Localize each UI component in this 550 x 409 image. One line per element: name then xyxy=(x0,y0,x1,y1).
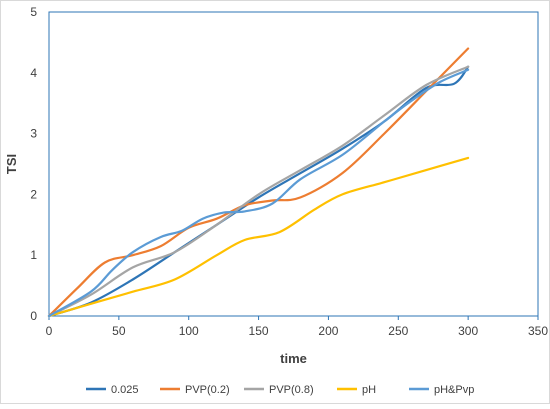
x-axis-title: time xyxy=(280,351,307,366)
axes: 0 50 100 150 200 250 300 350 0 1 2 3 4 5 xyxy=(30,5,548,338)
y-tick-label: 4 xyxy=(30,66,37,80)
series-line xyxy=(47,68,470,318)
series-line xyxy=(47,156,470,318)
x-tick-label: 0 xyxy=(46,324,53,338)
y-axis-title: TSI xyxy=(4,154,19,174)
x-tick-label: 50 xyxy=(112,324,126,338)
y-tick-label: 3 xyxy=(30,127,37,141)
x-tick-label: 350 xyxy=(528,324,548,338)
y-tick-label: 5 xyxy=(30,5,37,19)
series-line xyxy=(47,65,470,318)
y-tick-label: 0 xyxy=(30,309,37,323)
series-layer xyxy=(47,47,470,318)
legend: 0.025 PVP(0.2) PVP(0.8) pH pH&Pvp xyxy=(86,384,474,396)
x-tick-label: 250 xyxy=(388,324,408,338)
legend-label: pH&Pvp xyxy=(434,384,474,396)
x-tick-label: 100 xyxy=(179,324,199,338)
x-tick-label: 150 xyxy=(249,324,269,338)
legend-label: pH xyxy=(362,384,376,396)
y-tick-label: 1 xyxy=(30,248,37,262)
y-tick-label: 2 xyxy=(30,187,37,201)
legend-label: PVP(0.2) xyxy=(185,384,230,396)
x-tick-label: 300 xyxy=(458,324,478,338)
legend-label: PVP(0.8) xyxy=(269,384,314,396)
x-tick-label: 200 xyxy=(318,324,338,338)
legend-label: 0.025 xyxy=(111,384,139,396)
